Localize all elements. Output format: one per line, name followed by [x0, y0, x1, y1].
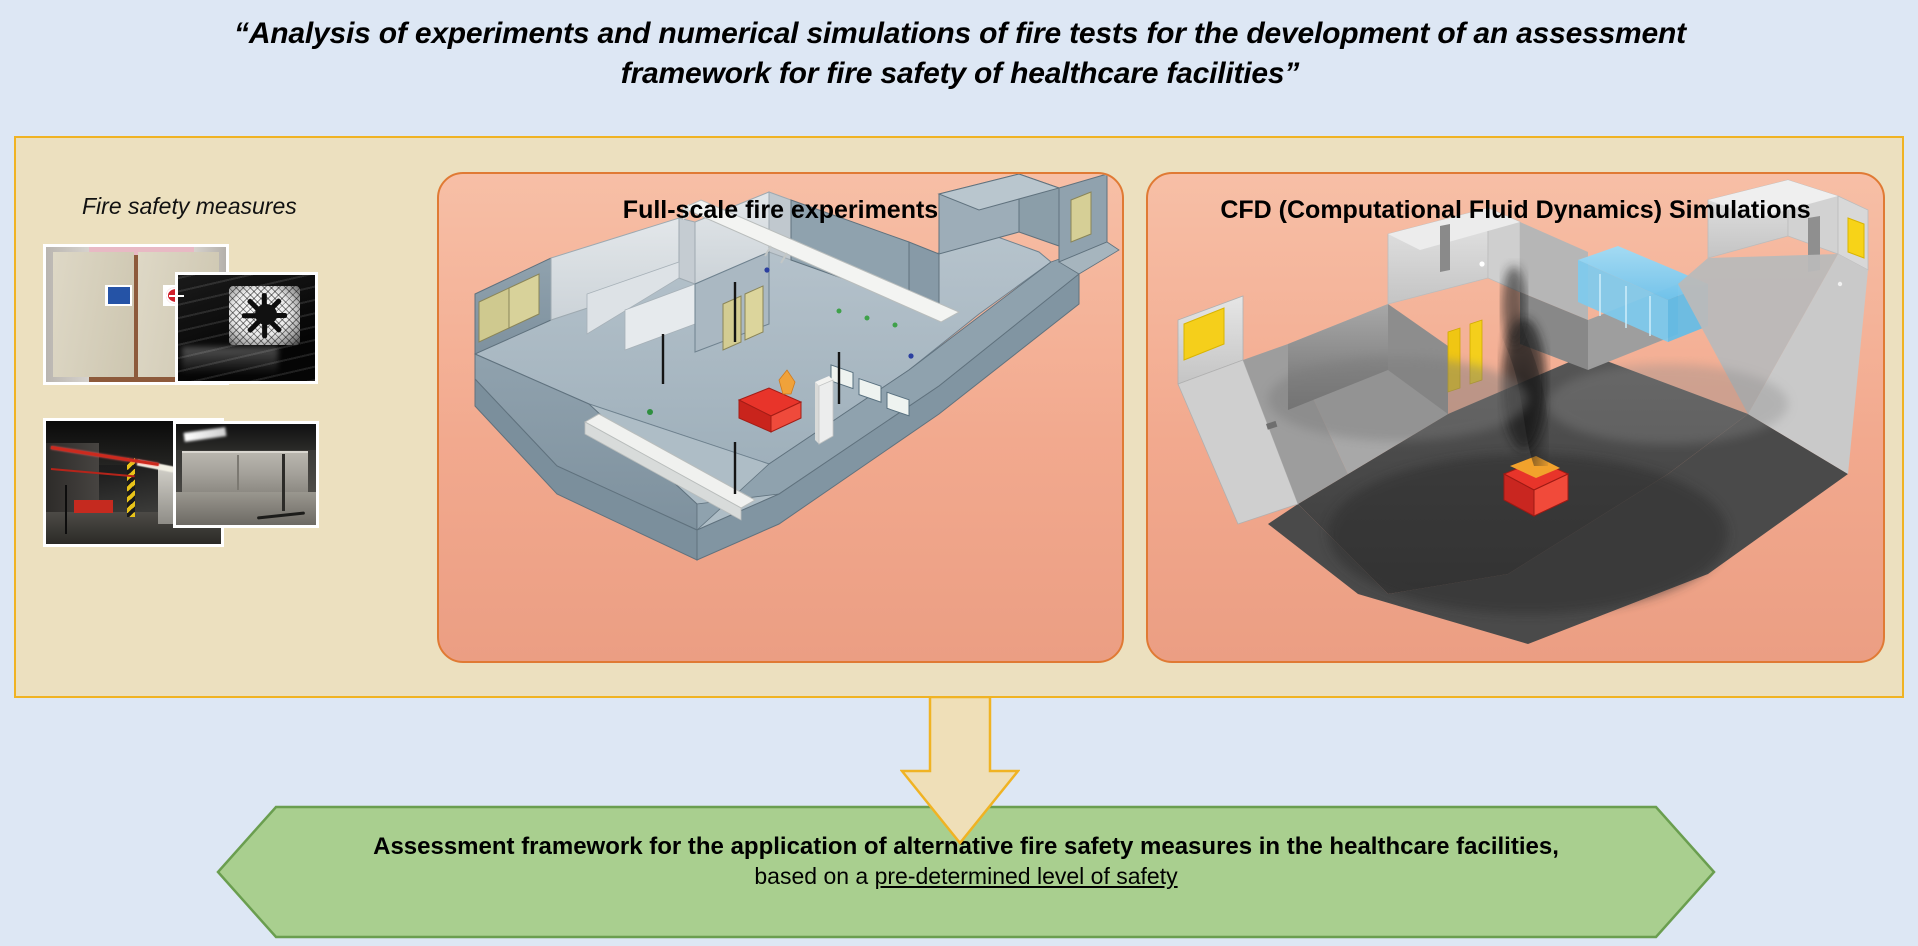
- fds-simulation-scene: [1148, 174, 1883, 661]
- page-title: “Analysis of experiments and numerical s…: [234, 17, 1686, 90]
- card-cfd-simulations: CFD (Computational Fluid Dynamics) Simul…: [1146, 172, 1885, 663]
- banner-line-2-prefix: based on a: [754, 863, 875, 890]
- cad-model-svg: [473, 174, 1120, 561]
- exit-sign-icon: [105, 284, 133, 307]
- cfd-render-svg: [1177, 179, 1869, 644]
- card-title-experiments: Full-scale fire experiments: [622, 196, 939, 224]
- banner-line-2: based on a pre-determined level of safet…: [336, 862, 1596, 892]
- assessment-framework-banner: Assessment framework for the application…: [216, 805, 1716, 939]
- card-full-scale-fire-experiments: Full-scale fire experiments: [437, 172, 1124, 663]
- banner-text: Assessment framework for the application…: [336, 831, 1596, 892]
- cad-model-scene: [439, 174, 1122, 661]
- banner-line-2-underlined: pre-determined level of safety: [874, 863, 1178, 890]
- fire-safety-measures-label: Fire safety measures: [82, 193, 297, 219]
- ceiling-fan-photo: [175, 272, 318, 384]
- down-arrow-icon: [899, 695, 1021, 845]
- smoke-curtain-photo: [173, 421, 319, 528]
- card-title-cfd: CFD (Computational Fluid Dynamics) Simul…: [1220, 196, 1811, 224]
